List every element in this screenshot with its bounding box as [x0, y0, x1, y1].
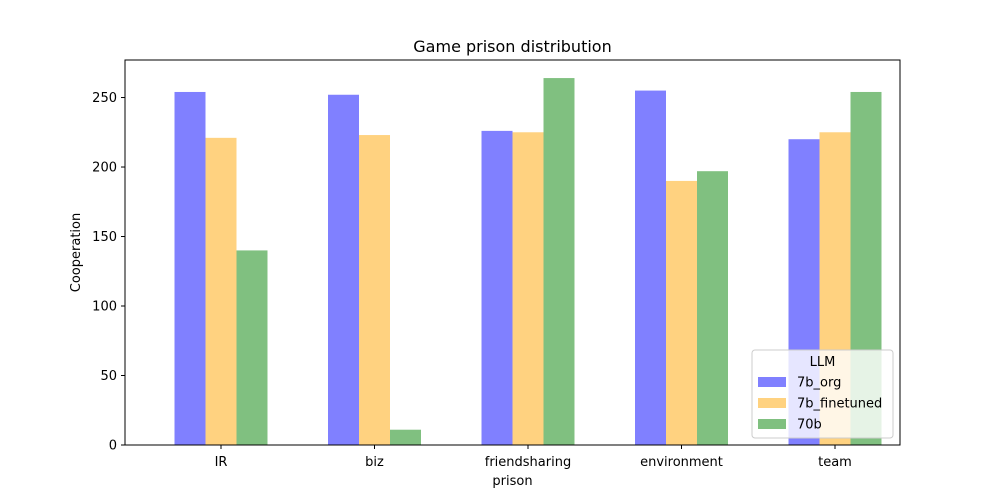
x-tick-label: team — [818, 455, 852, 470]
bar-7b_org-biz — [328, 94, 359, 446]
bar-7b_org-friendsharing — [481, 130, 513, 446]
bar-70b-friendsharing — [543, 78, 575, 445]
y-tick-label: 150 — [92, 230, 117, 245]
chart-title: Game prison distribution — [413, 37, 611, 56]
legend-swatch-70b — [758, 419, 786, 429]
x-tick-label: friendsharing — [485, 455, 571, 470]
bar-7b_org-IR — [174, 91, 206, 446]
bars-layer — [174, 78, 882, 446]
legend-box — [751, 349, 894, 439]
y-tick-label: 100 — [92, 300, 117, 315]
y-tick-label: 250 — [92, 91, 117, 106]
legend-title: LLM — [810, 355, 836, 370]
y-axis-label: Cooperation — [69, 213, 84, 292]
axes-layer: 0 50 100 150 200 250 IR biz friendsharing environ… — [92, 91, 852, 470]
y-tick-label: 50 — [100, 369, 117, 384]
bar-7b_finetuned-environment — [666, 180, 697, 445]
plot-frame — [124, 59, 901, 446]
legend-swatch-7b_org — [758, 377, 786, 387]
y-tick-label: 200 — [92, 161, 117, 176]
legend: LLM 7b_org 7b_finetuned 70b — [751, 349, 894, 439]
legend-swatch-7b_finetuned — [758, 398, 786, 408]
bar-70b-IR — [236, 250, 268, 445]
bar-70b-environment — [697, 171, 728, 445]
bar-7b_finetuned-friendsharing — [512, 132, 544, 446]
y-tick-label: 0 — [109, 439, 117, 454]
bar-70b-biz — [390, 429, 421, 445]
x-tick-label: environment — [640, 455, 723, 470]
x-tick-label: biz — [365, 455, 384, 470]
bar-7b_finetuned-IR — [205, 137, 237, 446]
bar-7b_finetuned-biz — [359, 135, 390, 446]
legend-label-70b: 70b — [797, 418, 822, 433]
legend-label-7b_org: 7b_org — [797, 376, 841, 391]
x-tick-label: IR — [215, 455, 228, 470]
legend-label-7b_finetuned: 7b_finetuned — [797, 397, 882, 412]
bar-7b_org-environment — [635, 90, 666, 446]
x-axis-label: prison — [492, 474, 532, 489]
